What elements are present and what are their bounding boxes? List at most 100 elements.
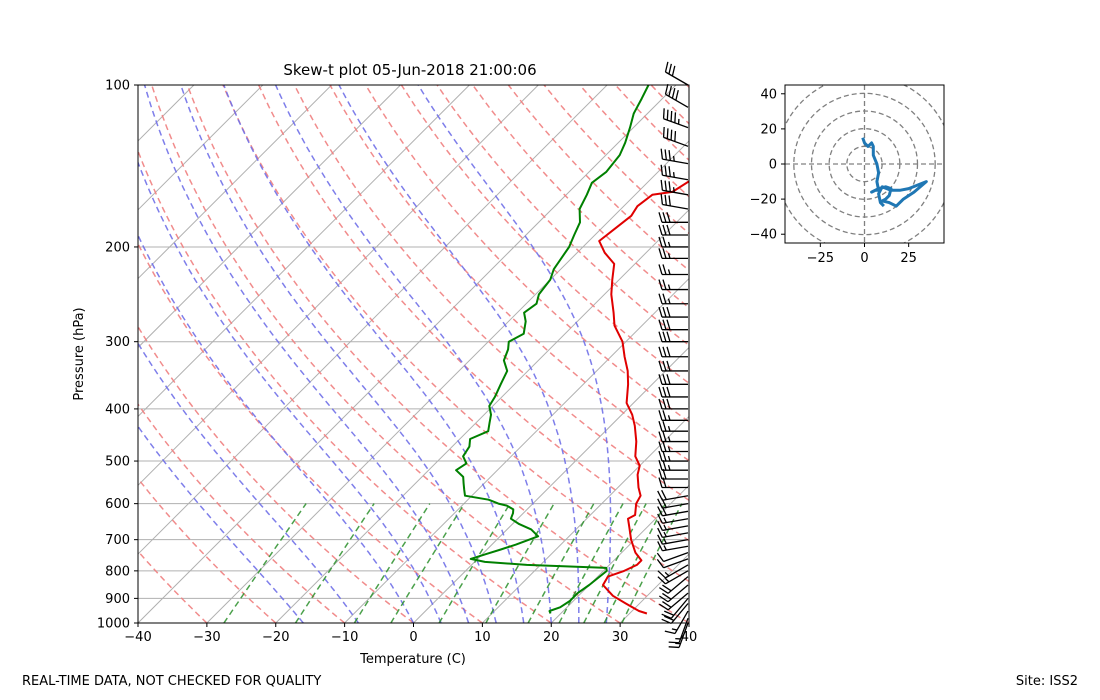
x-tick-label: 20 — [543, 630, 560, 645]
wind-barb — [656, 558, 689, 569]
dry-adiabat-line — [436, 85, 689, 347]
y-tick-label: 900 — [105, 592, 130, 607]
wind-barb — [658, 236, 688, 248]
hodograph-trace — [861, 137, 928, 208]
moist-adiabat-line — [180, 85, 497, 623]
y-tick-label: 800 — [105, 564, 130, 579]
isotherm-line — [550, 484, 689, 623]
dry-adiabat-line — [472, 85, 689, 309]
isotherm-line — [688, 622, 689, 623]
moist-adiabat-line — [138, 160, 442, 623]
dry-adiabat-line — [543, 85, 689, 235]
temperature-profile — [598, 180, 689, 615]
wind-barb — [658, 398, 688, 410]
wind-barb — [662, 108, 689, 129]
hodograph-y-tick-label: −20 — [750, 193, 777, 208]
wind-barb — [658, 386, 688, 398]
y-axis-label: Pressure (hPa) — [72, 307, 87, 400]
skewt-plot-frame — [137, 84, 690, 624]
dry-adiabat-line — [138, 402, 346, 623]
y-tick-label: 100 — [105, 79, 130, 94]
dry-adiabat-line — [150, 85, 621, 623]
mixing-ratio-line — [223, 503, 307, 623]
dry-adiabat-line — [138, 149, 552, 623]
moist-adiabat-line — [223, 85, 525, 623]
isotherm-line — [138, 85, 264, 211]
isotherm-line — [138, 85, 539, 487]
dry-adiabat-line — [138, 550, 208, 623]
isotherm-line — [482, 415, 689, 623]
x-tick-label: −40 — [124, 630, 151, 645]
skewt-profiles — [455, 85, 689, 615]
wind-barb — [658, 224, 688, 236]
moist-adiabat-line — [417, 85, 612, 623]
wind-barb — [658, 279, 688, 291]
wind-barb — [668, 618, 689, 644]
wind-barb — [658, 248, 688, 260]
wind-barb — [658, 584, 689, 603]
wind-barb — [658, 592, 689, 611]
dry-adiabat-line — [329, 85, 689, 462]
moist-adiabat-line — [274, 85, 553, 623]
wind-barb — [660, 194, 689, 210]
wind-barb — [658, 374, 688, 385]
isotherm-line — [206, 140, 689, 623]
wind-barb — [657, 489, 689, 501]
wind-barb — [657, 513, 689, 524]
dewpoint-profile — [455, 85, 650, 614]
skewt-title: Skew-t plot 05-Jun-2018 21:00:06 — [283, 61, 536, 79]
hodograph-y-tick-label: −40 — [750, 228, 777, 243]
mixing-ratio-line — [294, 503, 375, 623]
wind-barbs — [656, 61, 689, 649]
wind-barb — [657, 527, 689, 539]
dry-adiabat-line — [138, 325, 414, 623]
hodograph-frame — [784, 84, 945, 244]
hodograph-y-tick-label: 40 — [760, 87, 777, 102]
wind-barb — [658, 576, 689, 594]
moist-adiabat-line — [138, 233, 415, 623]
dry-adiabat-line — [138, 242, 483, 623]
wind-barb — [660, 164, 689, 181]
dry-adiabat-line — [138, 477, 277, 623]
wind-barb — [658, 410, 688, 421]
wind-barb — [658, 293, 688, 305]
isotherm-line — [275, 209, 689, 623]
hodograph-rings — [785, 85, 944, 243]
wind-barb — [657, 570, 689, 585]
wind-barb — [658, 420, 688, 432]
x-tick-label: −20 — [262, 630, 289, 645]
moist-adiabat-line — [138, 341, 360, 623]
hodograph-x-tick-label: −25 — [807, 251, 834, 266]
isotherm-line — [138, 85, 401, 349]
mixing-ratio-line — [438, 503, 511, 623]
isotherm-line — [413, 346, 689, 623]
wind-barb — [664, 83, 689, 108]
skewt-panel: −40 −30 −20 −10 0 10 20 30 401002003004005006007… — [0, 61, 1100, 667]
y-tick-label: 1000 — [97, 617, 130, 632]
x-axis-label: Temperature (C) — [359, 652, 466, 667]
wind-barb — [658, 460, 688, 471]
wind-barb — [664, 61, 689, 86]
wind-barb — [660, 148, 689, 165]
hodograph-line — [861, 137, 928, 208]
x-tick-label: 10 — [474, 630, 491, 645]
isotherm-line — [138, 85, 195, 142]
isotherm-line — [138, 85, 677, 623]
wind-barb — [658, 264, 688, 276]
y-tick-label: 700 — [105, 533, 130, 548]
isotherm-line — [0, 85, 56, 623]
dry-adiabat-line — [758, 85, 1100, 623]
x-tick-label: 30 — [612, 630, 629, 645]
wind-barb — [658, 319, 688, 331]
dry-adiabat-line — [614, 85, 689, 162]
mixing-ratio-line — [583, 503, 647, 623]
wind-barb — [661, 603, 689, 625]
y-tick-label: 400 — [105, 402, 130, 417]
wind-barb — [664, 610, 689, 635]
wind-barb — [661, 597, 689, 619]
wind-barb — [658, 212, 688, 223]
y-tick-label: 500 — [105, 455, 130, 470]
y-tick-label: 300 — [105, 335, 130, 350]
mixing-ratio-line — [353, 503, 431, 623]
